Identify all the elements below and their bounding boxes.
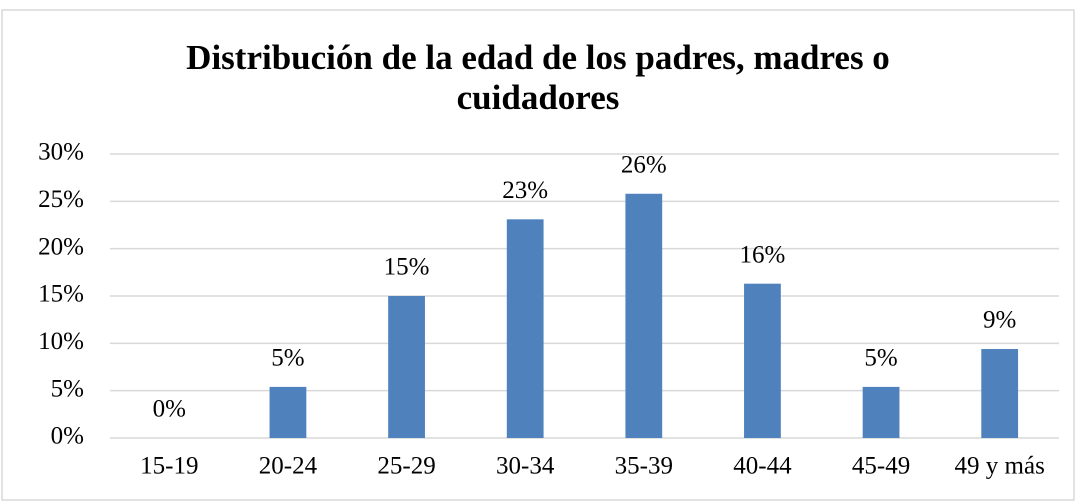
x-tick-label: 15-19 xyxy=(140,453,198,480)
x-tick-label: 20-24 xyxy=(259,453,318,480)
chart-title: Distribución de la edad de los padres, m… xyxy=(186,38,890,117)
y-tick-label: 10% xyxy=(38,328,84,355)
bar xyxy=(269,386,307,438)
y-tick-label: 20% xyxy=(38,233,84,260)
bar xyxy=(981,349,1019,438)
data-label: 16% xyxy=(740,241,786,268)
y-tick-label: 25% xyxy=(38,186,84,213)
bar xyxy=(625,193,663,438)
x-tick-label: 40-44 xyxy=(733,453,792,480)
x-tick-label: 30-34 xyxy=(496,453,555,480)
data-label: 9% xyxy=(983,307,1016,334)
x-tick-label: 49 y más xyxy=(955,453,1045,480)
bar xyxy=(862,386,900,438)
data-label: 5% xyxy=(271,345,304,372)
y-tick-label: 15% xyxy=(38,281,84,308)
x-tick-label: 25-29 xyxy=(377,453,435,480)
data-label: 0% xyxy=(153,396,186,423)
x-tick-label: 45-49 xyxy=(852,453,910,480)
bar xyxy=(388,296,425,438)
data-label: 23% xyxy=(502,177,548,204)
data-label: 26% xyxy=(621,151,667,178)
bar xyxy=(506,219,544,438)
y-tick-label: 5% xyxy=(51,375,84,402)
x-tick-label: 35-39 xyxy=(615,453,673,480)
y-tick-label: 30% xyxy=(38,139,84,166)
bar xyxy=(744,283,781,438)
y-tick-label: 0% xyxy=(51,423,84,450)
data-label: 15% xyxy=(384,254,430,281)
data-label: 5% xyxy=(864,345,897,372)
